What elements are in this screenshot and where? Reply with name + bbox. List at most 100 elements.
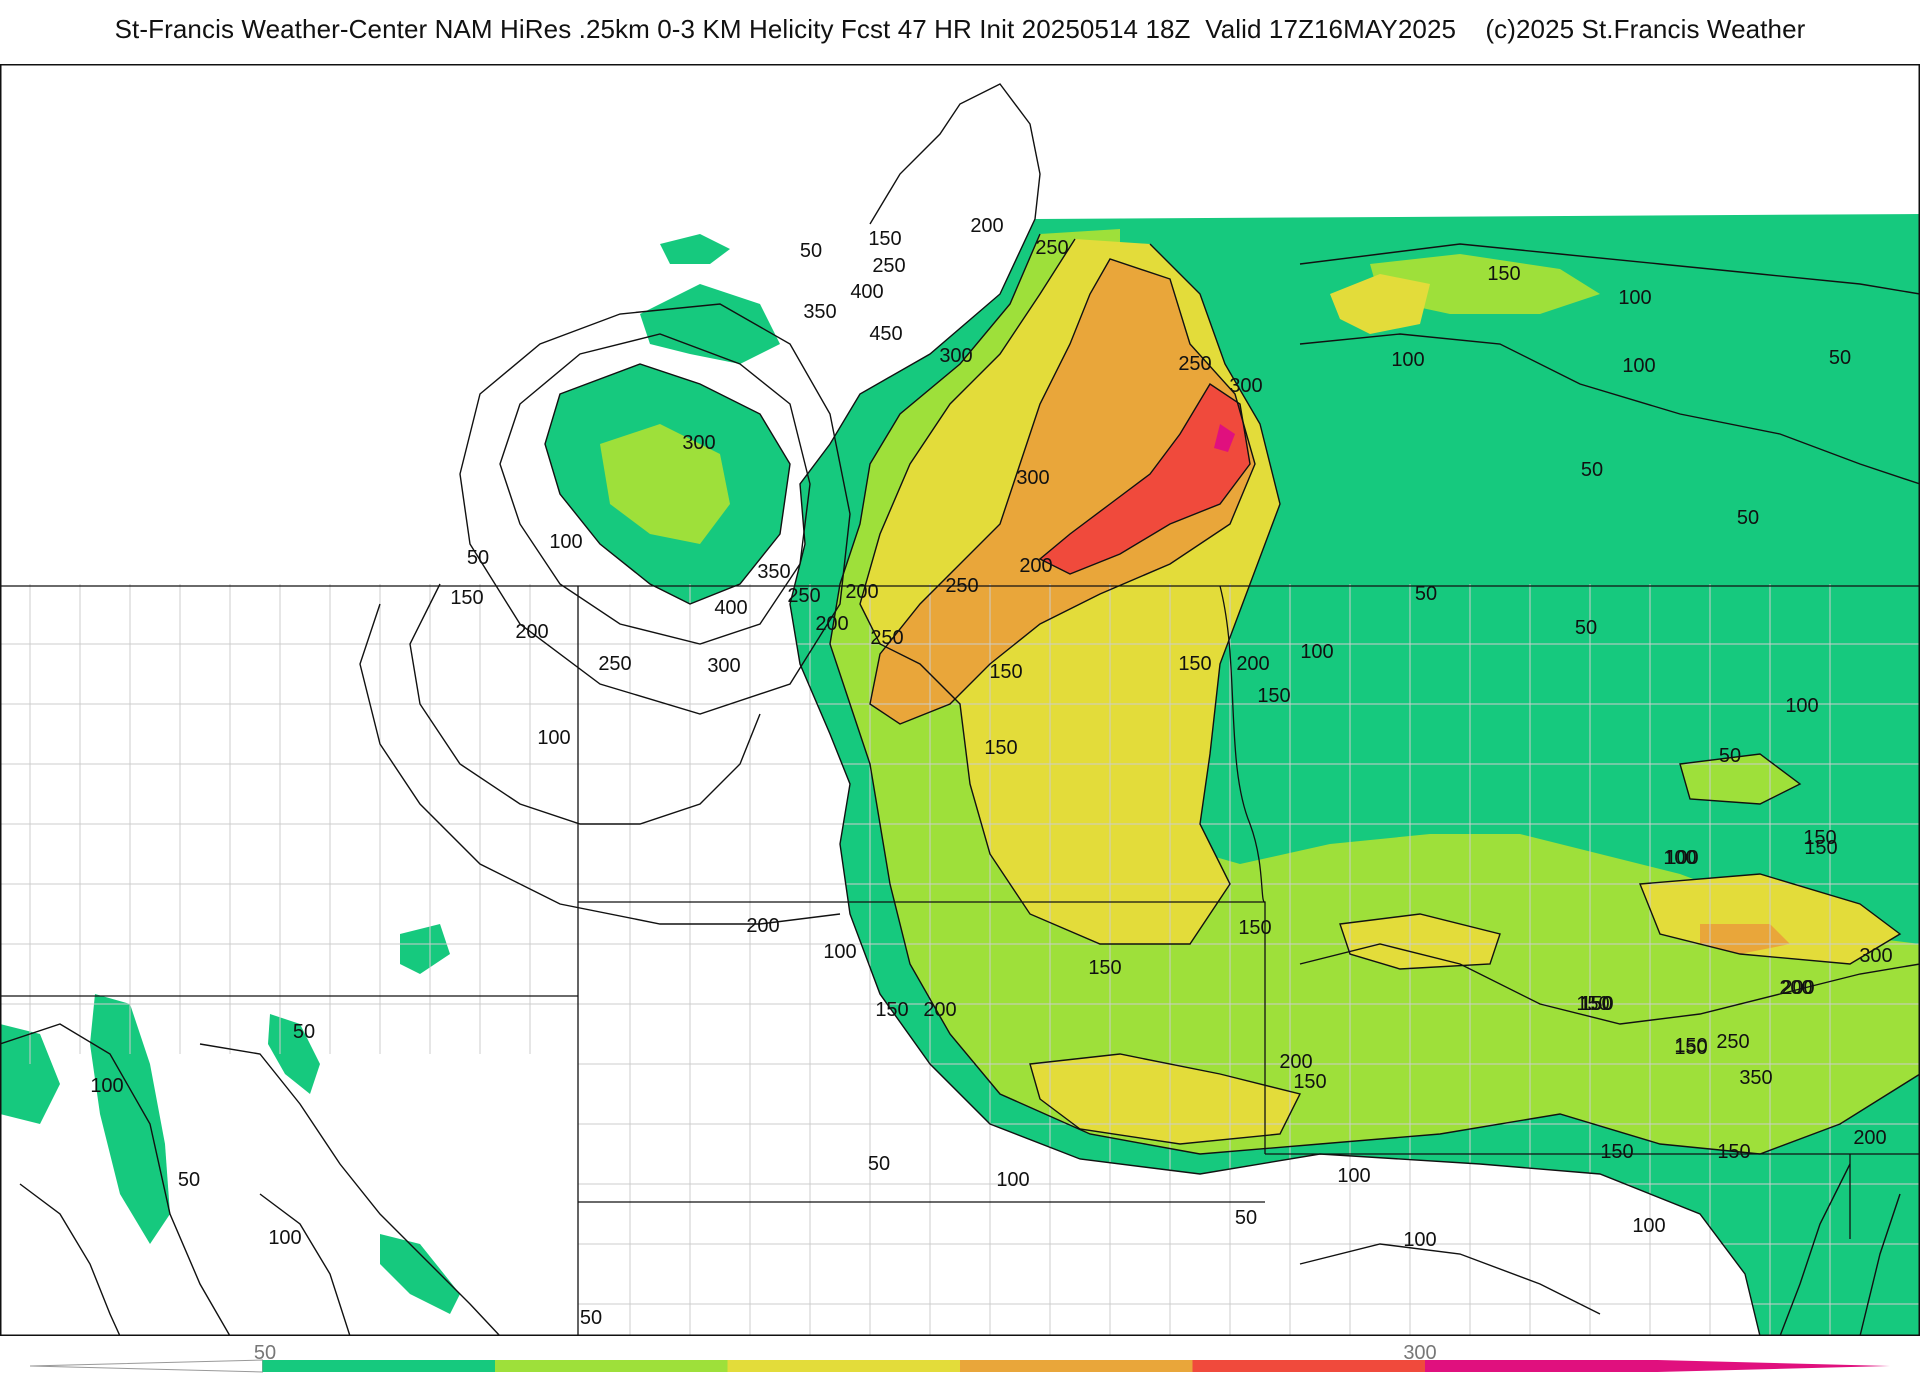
contour-label: 200 <box>746 915 779 937</box>
contour-label: 300 <box>682 432 715 454</box>
colorbar-label: 50 <box>253 1342 277 1364</box>
colorbar-segment <box>1657 1360 1890 1372</box>
contour-label: 200 <box>1779 977 1812 999</box>
contour-label: 50 <box>1575 617 1597 639</box>
contour-label: 50 <box>1719 745 1741 767</box>
contour-label: 50 <box>1829 347 1851 369</box>
contour-label: 150 <box>989 661 1022 683</box>
colorbar-segment <box>727 1360 960 1372</box>
contour-label: 250 <box>1716 1031 1749 1053</box>
contour-label: 100 <box>1337 1165 1370 1187</box>
contour-label: 100 <box>996 1169 1029 1191</box>
contour-label: 150 <box>1576 993 1609 1015</box>
colorbar-label: 300 <box>1403 1342 1437 1364</box>
helicity-band-50 <box>380 1234 460 1314</box>
contour-label: 150 <box>1579 993 1612 1015</box>
contour-label: 200 <box>970 215 1003 237</box>
contour-label: 50 <box>293 1021 315 1043</box>
contour-label: 250 <box>870 627 903 649</box>
colorbar-segment <box>1192 1360 1425 1372</box>
contour-label: 250 <box>598 653 631 675</box>
contour-label: 150 <box>1674 1037 1707 1059</box>
contour-label: 350 <box>757 561 790 583</box>
chart-title: St-Francis Weather-Center NAM HiRes .25k… <box>114 14 1806 44</box>
contour-label: 150 <box>1257 685 1290 707</box>
contour-label: 150 <box>1580 993 1613 1015</box>
contour-label: 100 <box>823 941 856 963</box>
helicity-band-50 <box>660 234 730 264</box>
contour-label: 200 <box>815 613 848 635</box>
helicity-band-200 <box>870 259 1255 724</box>
contour-label: 150 <box>1674 1035 1707 1057</box>
contour-label: 100 <box>1632 1215 1665 1237</box>
contour-label: 100 <box>549 531 582 553</box>
contour-label: 300 <box>1016 467 1049 489</box>
contour-label: 150 <box>1804 837 1837 859</box>
helicity-contour-layer <box>0 83 1920 1336</box>
contour-label: 150 <box>450 587 483 609</box>
contour-label: 200 <box>1279 1051 1312 1073</box>
contour-label: 200 <box>515 621 548 643</box>
helicity-band-50 <box>268 1014 320 1094</box>
contour-label: 200 <box>1781 977 1814 999</box>
state-border-layer <box>0 585 1920 1336</box>
contour-label: 300 <box>707 655 740 677</box>
colorbar-segment <box>262 1360 495 1372</box>
contour-label: 100 <box>1665 847 1698 869</box>
contour-label: 50 <box>1235 1207 1257 1229</box>
contour-label: 200 <box>1236 653 1269 675</box>
colorbar <box>29 1350 1890 1390</box>
contour-label: 200 <box>1019 555 1052 577</box>
contour-label: 50 <box>800 240 822 262</box>
helicity-band-50 <box>0 1024 60 1124</box>
contour-label: 250 <box>945 575 978 597</box>
colorbar-segment <box>495 1360 728 1372</box>
contour-label: 150 <box>1717 1141 1750 1163</box>
contour-label: 50 <box>1737 507 1759 529</box>
contour-label: 50 <box>1581 459 1603 481</box>
county-border-layer <box>0 584 1920 1336</box>
contour-label: 250 <box>1178 353 1211 375</box>
contour-label: 250 <box>787 585 820 607</box>
helicity-band-200 <box>1700 924 1790 954</box>
contour-label: 150 <box>984 737 1017 759</box>
contour-label: 150 <box>1088 957 1121 979</box>
helicity-band-50 <box>640 284 780 364</box>
contour-label: 100 <box>1785 695 1818 717</box>
contour-label: 150 <box>1293 1071 1326 1093</box>
contour-label: 50 <box>178 1169 200 1191</box>
contour-label: 100 <box>1391 349 1424 371</box>
contour-label: 300 <box>1229 375 1262 397</box>
contour-label: 150 <box>1238 917 1271 939</box>
map-border <box>0 64 1920 1336</box>
contour-label: 100 <box>1403 1229 1436 1251</box>
colorbar-segment <box>1425 1360 1658 1372</box>
helicity-band-100 <box>1370 254 1600 314</box>
helicity-band-50 <box>400 924 450 974</box>
helicity-field-layer <box>0 214 1920 1336</box>
contour-label: 100 <box>1622 355 1655 377</box>
contour-label: 100 <box>268 1227 301 1249</box>
colorbar-segment <box>29 1359 263 1373</box>
helicity-map: 50 150 250 400 350 450 200 250 300 300 1… <box>0 64 1920 1336</box>
colorbar-segment <box>960 1360 1193 1372</box>
contour-label: 50 <box>868 1153 890 1175</box>
contour-label: 200 <box>923 999 956 1021</box>
contour-label: 250 <box>1035 237 1068 259</box>
helicity-band-100 <box>600 424 730 544</box>
contour-label: 100 <box>1663 847 1696 869</box>
contour-label: 300 <box>939 345 972 367</box>
contour-label: 400 <box>714 597 747 619</box>
contour-label: 450 <box>869 323 902 345</box>
contour-label: 400 <box>850 281 883 303</box>
contour-label: 50 <box>580 1307 602 1329</box>
contour-label: 100 <box>90 1075 123 1097</box>
contour-label: 150 <box>875 999 908 1021</box>
helicity-band-150 <box>1030 1054 1300 1144</box>
contour-label: 100 <box>1300 641 1333 663</box>
contour-label: 200 <box>845 581 878 603</box>
contour-label: 350 <box>803 301 836 323</box>
contour-label: 150 <box>1487 263 1520 285</box>
contour-label: 50 <box>1415 583 1437 605</box>
helicity-band-50 <box>90 994 170 1244</box>
